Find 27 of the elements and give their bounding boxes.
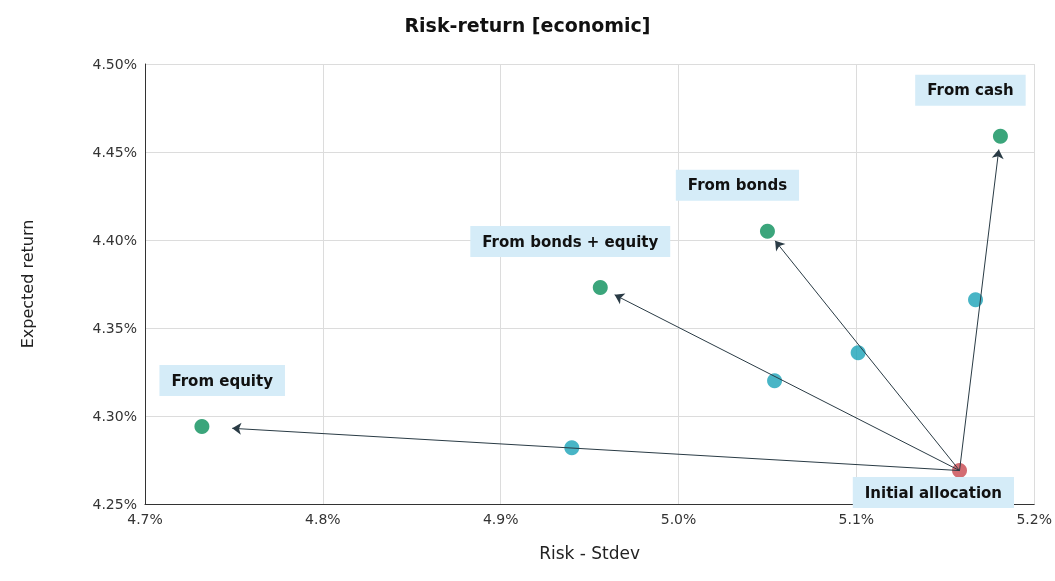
point [992,128,1008,144]
x-tick-label: 5.2% [1016,511,1053,527]
annotation: From bonds [687,176,788,195]
point [194,419,210,435]
x-tick-label: 4.9% [482,511,519,527]
point [592,280,608,296]
annotation: From cash [927,81,1014,100]
y-tick-label: 4.45% [92,144,137,160]
x-axis-title: Risk - Stdev [539,542,641,563]
x-tick-label: 5.1% [838,511,875,527]
point [850,345,866,361]
point [759,223,775,239]
x-tick-label: 5.0% [660,511,697,527]
point [767,373,783,389]
annotation: Initial allocation [864,483,1003,502]
y-tick-label: 4.30% [92,408,137,424]
annotation: From equity [171,371,274,390]
x-tick-label: 4.8% [305,511,341,527]
y-tick-label: 4.35% [92,320,137,336]
y-tick-label: 4.40% [92,232,137,248]
annotation: From bonds + equity [482,232,659,251]
chart-title: Risk-return [economic] [404,13,651,36]
y-tick-label: 4.50% [92,56,137,72]
point [968,292,984,308]
y-axis-title: Expected return [17,219,37,349]
x-tick-label: 4.7% [127,511,163,527]
y-tick-label: 4.25% [92,496,137,512]
